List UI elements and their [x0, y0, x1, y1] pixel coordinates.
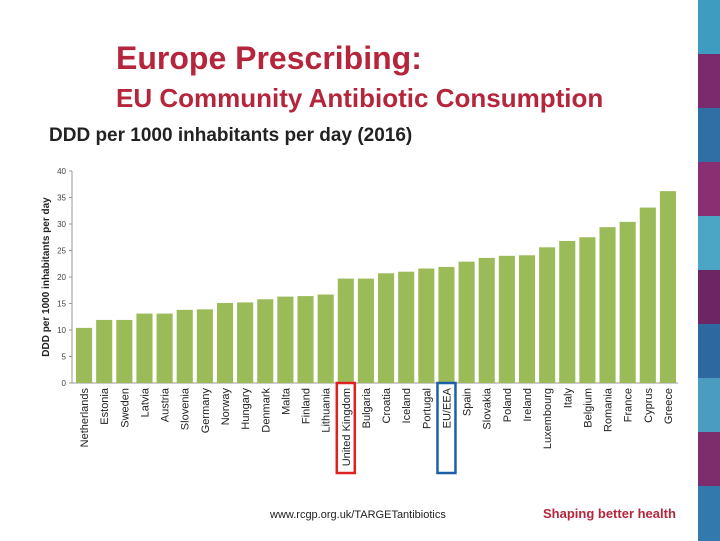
bar-eu-eea — [438, 266, 455, 383]
x-tick-label: Cyprus — [643, 388, 655, 423]
y-tick-label: 20 — [57, 273, 66, 282]
y-tick-label: 0 — [62, 379, 67, 388]
bar-united-kingdom — [337, 278, 354, 383]
bar-estonia — [96, 319, 113, 383]
bar-ireland — [518, 255, 536, 383]
bar-finland — [297, 296, 314, 383]
x-tick-label: Belgium — [582, 388, 594, 428]
x-tick-label: Portugal — [421, 388, 433, 429]
bar-netherlands — [76, 327, 93, 383]
x-tick-label: Estonia — [99, 387, 111, 425]
bar-croatia — [378, 273, 395, 383]
y-tick-label: 15 — [57, 300, 66, 309]
strip-segment — [698, 432, 720, 487]
x-tick-label: Slovakia — [482, 387, 494, 429]
x-tick-label: Denmark — [260, 388, 272, 433]
x-tick-label: Slovenia — [180, 387, 192, 430]
bar-germany — [196, 309, 213, 383]
x-tick-label: Netherlands — [79, 388, 91, 448]
strip-segment — [698, 324, 720, 379]
strip-segment — [698, 162, 720, 217]
bar-hungary — [237, 302, 254, 383]
x-tick-label: Sweden — [119, 388, 131, 428]
x-tick-label: Latvia — [139, 387, 151, 417]
x-tick-label: Ireland — [522, 388, 534, 422]
bar-belgium — [579, 237, 596, 383]
x-tick-label: Romania — [603, 387, 615, 432]
bar-malta — [277, 296, 294, 383]
x-tick-label: Malta — [280, 387, 292, 415]
bar-greece — [659, 191, 676, 383]
x-tick-label: Norway — [220, 388, 232, 426]
x-tick-label: Bulgaria — [361, 387, 373, 428]
bar-latvia — [136, 313, 153, 383]
y-tick-label: 30 — [57, 220, 66, 229]
highlight-box-united-kingdom — [335, 381, 357, 475]
x-tick-label: France — [623, 388, 635, 422]
bar-slovakia — [478, 257, 495, 383]
highlight-box-eu-eea — [436, 381, 457, 475]
x-tick-label: Lithuania — [321, 387, 333, 433]
bar-luxembourg — [539, 247, 556, 383]
x-tick-label: Italy — [562, 388, 574, 409]
strip-segment — [698, 216, 720, 271]
x-tick-label: Poland — [502, 388, 514, 422]
bar-denmark — [257, 299, 274, 383]
bar-norway — [216, 302, 234, 383]
x-tick-label: Austria — [160, 387, 172, 422]
bar-slovenia — [176, 309, 193, 383]
bar-iceland — [398, 271, 415, 383]
y-tick-label: 40 — [57, 167, 66, 176]
x-tick-label: Finland — [301, 388, 313, 424]
bar-poland — [498, 255, 515, 383]
bar-italy — [559, 240, 576, 383]
footer-url[interactable]: www.rcgp.org.uk/TARGETantibiotics — [270, 509, 446, 521]
y-tick-label: 5 — [62, 353, 67, 362]
chart-caption: DDD per 1000 inhabitants per day (2016) — [49, 125, 413, 146]
x-tick-label: Luxembourg — [542, 388, 554, 449]
y-tick-label: 10 — [57, 326, 66, 335]
strip-segment — [698, 54, 720, 109]
slide-title: Europe Prescribing: — [116, 40, 422, 76]
y-tick-label: 35 — [57, 194, 66, 203]
bar-france — [619, 221, 636, 383]
bar-bulgaria — [357, 278, 374, 383]
x-tick-label: Croatia — [381, 387, 393, 423]
strip-segment — [698, 270, 720, 325]
strip-segment — [698, 378, 720, 433]
x-tick-label: United Kingdom — [341, 388, 353, 466]
x-tick-label: Germany — [200, 388, 212, 434]
y-axis-label: DDD per 1000 inhabitants per day — [41, 197, 52, 357]
bar-austria — [156, 313, 173, 383]
bar-cyprus — [639, 207, 656, 383]
bar-sweden — [116, 319, 133, 383]
bar-portugal — [418, 268, 435, 383]
x-tick-label: Spain — [462, 388, 474, 416]
decorative-side-strip — [698, 0, 720, 541]
strip-segment — [698, 0, 720, 55]
x-tick-label: Greece — [663, 388, 675, 424]
strip-segment — [698, 486, 720, 541]
bar-lithuania — [317, 294, 334, 383]
x-tick-label: Hungary — [240, 388, 252, 430]
y-tick-label: 25 — [57, 247, 66, 256]
x-tick-label: Iceland — [401, 388, 413, 423]
x-tick-label: EU/EEA — [441, 387, 453, 428]
slide-subtitle: EU Community Antibiotic Consumption — [116, 83, 604, 113]
bar-spain — [458, 261, 475, 383]
bar-romania — [599, 227, 616, 383]
tagline: Shaping better health — [543, 506, 676, 521]
strip-segment — [698, 108, 720, 163]
